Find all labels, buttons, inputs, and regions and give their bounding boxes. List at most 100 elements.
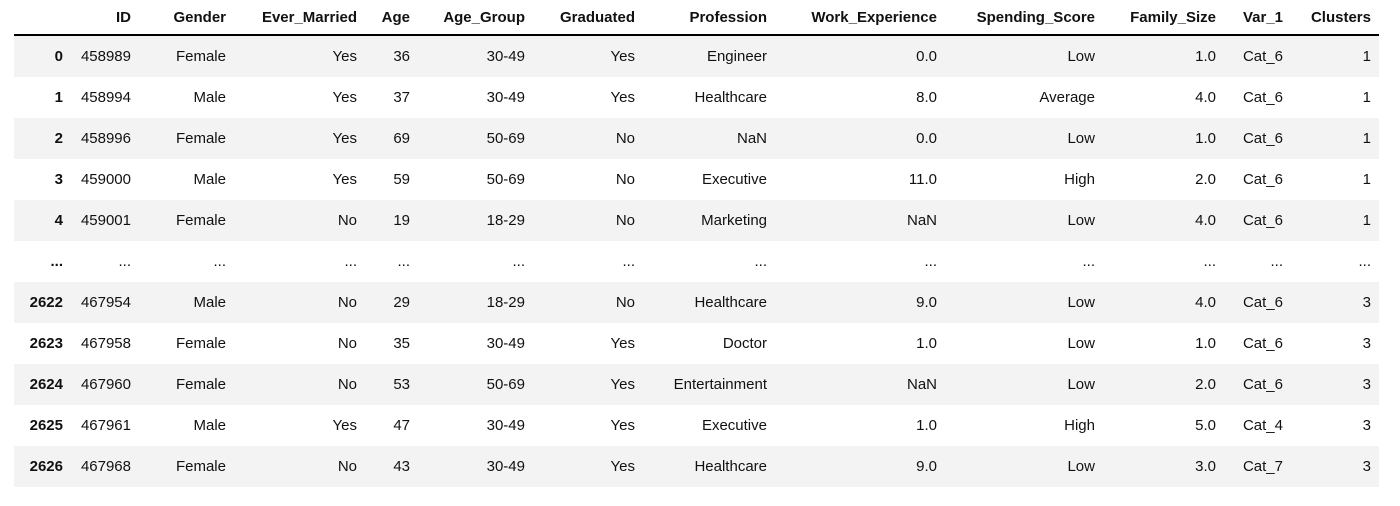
table-cell: Yes bbox=[332, 417, 357, 434]
table-cell: No bbox=[615, 294, 635, 311]
table-cell: No bbox=[337, 458, 357, 475]
table-cell: No bbox=[615, 212, 635, 229]
index-corner-header bbox=[14, 0, 71, 36]
table-cell: ... bbox=[213, 253, 226, 270]
table-cell: 1 bbox=[1362, 212, 1371, 229]
table-cell: 59 bbox=[393, 171, 410, 188]
table-cell: 0.0 bbox=[916, 130, 937, 147]
table-cell: 50-69 bbox=[486, 130, 525, 147]
dataframe-output: ID Gender Ever_Married Age Age_Group Graduate… bbox=[14, 0, 1379, 487]
table-cell: 1 bbox=[1362, 89, 1371, 106]
table-cell: High bbox=[1064, 171, 1095, 188]
table-cell: ... bbox=[754, 253, 767, 270]
table-cell: 467961 bbox=[80, 417, 131, 434]
table-cell: Cat_6 bbox=[1242, 89, 1283, 106]
table-cell: 467968 bbox=[80, 458, 131, 475]
table-cell: ... bbox=[344, 253, 357, 270]
column-header-var_1: Var_1 bbox=[1224, 0, 1291, 36]
table-cell: 3 bbox=[1362, 335, 1371, 352]
table-row: 2626 467968 Female No 43 30-49 Yes Healthcare 9.… bbox=[14, 446, 1379, 487]
table-cell: Female bbox=[175, 376, 226, 393]
table-cell: 4.0 bbox=[1195, 212, 1216, 229]
table-cell: Female bbox=[175, 212, 226, 229]
table-cell: Yes bbox=[610, 376, 635, 393]
table-row: 2623 467958 Female No 35 30-49 Yes Doctor 1.0 Low… bbox=[14, 323, 1379, 364]
table-cell: 30-49 bbox=[486, 458, 525, 475]
table-cell: Low bbox=[1067, 376, 1095, 393]
table-cell: ... bbox=[397, 253, 410, 270]
table-cell: 467958 bbox=[80, 335, 131, 352]
row-index: 1 bbox=[54, 89, 63, 106]
row-index: ... bbox=[50, 253, 63, 270]
table-cell: NaN bbox=[736, 130, 767, 147]
table-cell: Healthcare bbox=[694, 458, 767, 475]
table-cell: Cat_6 bbox=[1242, 335, 1283, 352]
table-cell: 2.0 bbox=[1195, 376, 1216, 393]
table-cell: 50-69 bbox=[486, 171, 525, 188]
table-cell: Cat_6 bbox=[1242, 376, 1283, 393]
column-header-spending_score: Spending_Score bbox=[945, 0, 1103, 36]
table-cell: 458994 bbox=[80, 89, 131, 106]
table-cell: 30-49 bbox=[486, 89, 525, 106]
table-row: 1 458994 Male Yes 37 30-49 Yes Healthcare 8.0 Ave… bbox=[14, 77, 1379, 118]
table-cell: Cat_7 bbox=[1242, 458, 1283, 475]
table-cell: No bbox=[615, 130, 635, 147]
row-index: 4 bbox=[54, 212, 63, 229]
table-cell: Yes bbox=[332, 130, 357, 147]
table-cell: 53 bbox=[393, 376, 410, 393]
table-cell: High bbox=[1064, 417, 1095, 434]
table-cell: No bbox=[337, 376, 357, 393]
table-row: 2625 467961 Male Yes 47 30-49 Yes Executive 1.0 H… bbox=[14, 405, 1379, 446]
table-cell: 3 bbox=[1362, 376, 1371, 393]
table-cell: Yes bbox=[610, 48, 635, 65]
table-cell: Low bbox=[1067, 335, 1095, 352]
column-header-profession: Profession bbox=[643, 0, 775, 36]
header-row: ID Gender Ever_Married Age Age_Group Graduate… bbox=[14, 0, 1379, 36]
table-cell: ... bbox=[1358, 253, 1371, 270]
table-cell: 29 bbox=[393, 294, 410, 311]
table-cell: Executive bbox=[701, 417, 767, 434]
table-cell: Cat_6 bbox=[1242, 212, 1283, 229]
table-cell: NaN bbox=[906, 212, 937, 229]
table-cell: ... bbox=[512, 253, 525, 270]
column-header-id: ID bbox=[71, 0, 139, 36]
table-cell: Healthcare bbox=[694, 89, 767, 106]
table-row: 2622 467954 Male No 29 18-29 No Healthcare 9.0 Lo… bbox=[14, 282, 1379, 323]
table-cell: 467954 bbox=[80, 294, 131, 311]
table-cell: Low bbox=[1067, 212, 1095, 229]
table-cell: ... bbox=[1082, 253, 1095, 270]
table-cell: Female bbox=[175, 335, 226, 352]
table-row: 3 459000 Male Yes 59 50-69 No Executive 11.0 High… bbox=[14, 159, 1379, 200]
table-cell: 0.0 bbox=[916, 48, 937, 65]
dataframe-table: ID Gender Ever_Married Age Age_Group Graduate… bbox=[14, 0, 1379, 487]
table-row: 0 458989 Female Yes 36 30-49 Yes Engineer 0.0 Low… bbox=[14, 35, 1379, 77]
table-cell: 5.0 bbox=[1195, 417, 1216, 434]
table-cell: Yes bbox=[610, 89, 635, 106]
table-cell: 18-29 bbox=[486, 212, 525, 229]
row-index: 2622 bbox=[29, 294, 63, 311]
table-cell: 47 bbox=[393, 417, 410, 434]
row-index: 2626 bbox=[29, 458, 63, 475]
table-cell: 1.0 bbox=[1195, 335, 1216, 352]
table-cell: Cat_6 bbox=[1242, 294, 1283, 311]
table-cell: 19 bbox=[393, 212, 410, 229]
table-cell: Healthcare bbox=[694, 294, 767, 311]
table-cell: Male bbox=[193, 417, 226, 434]
table-cell: 3 bbox=[1362, 294, 1371, 311]
table-row: 2624 467960 Female No 53 50-69 Yes Entertainmen… bbox=[14, 364, 1379, 405]
table-cell: 43 bbox=[393, 458, 410, 475]
row-index: 2624 bbox=[29, 376, 63, 393]
table-cell: 35 bbox=[393, 335, 410, 352]
table-cell: ... bbox=[622, 253, 635, 270]
table-cell: Male bbox=[193, 89, 226, 106]
table-cell: 2.0 bbox=[1195, 171, 1216, 188]
table-cell: 1 bbox=[1362, 130, 1371, 147]
table-cell: 3 bbox=[1362, 417, 1371, 434]
table-cell: ... bbox=[1203, 253, 1216, 270]
table-row: 2 458996 Female Yes 69 50-69 No NaN 0.0 Low 1.0 Cat… bbox=[14, 118, 1379, 159]
table-cell: 459000 bbox=[80, 171, 131, 188]
table-cell: Female bbox=[175, 458, 226, 475]
table-cell: 3 bbox=[1362, 458, 1371, 475]
table-cell: 9.0 bbox=[916, 458, 937, 475]
table-cell: 458996 bbox=[80, 130, 131, 147]
